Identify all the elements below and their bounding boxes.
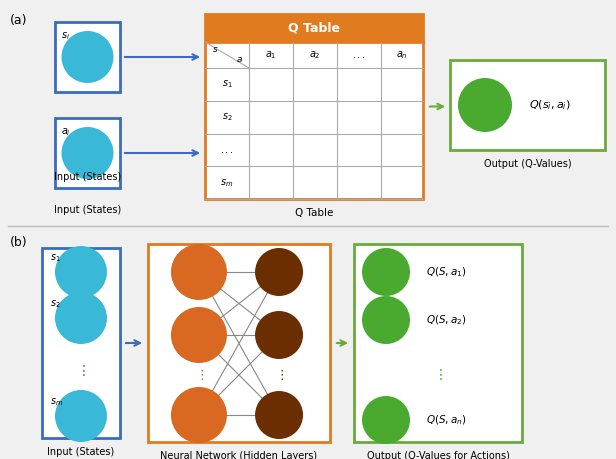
Circle shape (255, 248, 303, 296)
Text: $s_1$: $s_1$ (222, 78, 232, 90)
Text: $\vdots$: $\vdots$ (433, 368, 443, 382)
Text: $a_i$: $a_i$ (61, 126, 71, 138)
Text: $s_i$: $s_i$ (61, 30, 70, 42)
Circle shape (171, 244, 227, 300)
Bar (148, 244, 330, 442)
Circle shape (171, 307, 227, 363)
Circle shape (171, 387, 227, 443)
Text: $Q(s_i, a_i)$: $Q(s_i, a_i)$ (529, 98, 571, 112)
Circle shape (62, 31, 113, 83)
Bar (205, 42, 423, 199)
Bar (354, 244, 522, 442)
Text: Output (Q-Values for Actions): Output (Q-Values for Actions) (367, 451, 509, 459)
Text: $a_n$: $a_n$ (396, 49, 408, 61)
Text: (a): (a) (10, 14, 28, 27)
Text: $s_2$: $s_2$ (50, 298, 60, 310)
Text: $s_m$: $s_m$ (50, 396, 63, 408)
Text: $\vdots$: $\vdots$ (275, 368, 283, 382)
Circle shape (55, 246, 107, 298)
Text: $a_1$: $a_1$ (265, 49, 277, 61)
Text: Output (Q-Values): Output (Q-Values) (484, 159, 571, 169)
Text: $Q(S, a_n)$: $Q(S, a_n)$ (426, 413, 466, 427)
Bar (55, 118, 120, 188)
Text: $\vdots$: $\vdots$ (195, 368, 203, 382)
Text: $s_m$: $s_m$ (221, 177, 233, 189)
Text: $s$: $s$ (212, 45, 218, 55)
Circle shape (362, 248, 410, 296)
Text: $...$: $...$ (352, 50, 366, 60)
Text: $Q(S, a_1)$: $Q(S, a_1)$ (426, 265, 466, 279)
Text: Q Table: Q Table (295, 208, 333, 218)
Text: Q Table: Q Table (288, 22, 340, 34)
Bar (42, 248, 120, 438)
Circle shape (55, 292, 107, 344)
Circle shape (362, 296, 410, 344)
Text: Input (States): Input (States) (54, 205, 121, 215)
Bar (450, 60, 605, 150)
Circle shape (55, 390, 107, 442)
Text: $a_2$: $a_2$ (309, 49, 321, 61)
Bar (205, 14, 423, 42)
Text: Input (States): Input (States) (47, 447, 115, 457)
Text: $a$: $a$ (235, 56, 243, 65)
Text: Input (States): Input (States) (54, 172, 121, 182)
Text: $Q(S, a_2)$: $Q(S, a_2)$ (426, 313, 466, 327)
Bar (55, 22, 120, 92)
Circle shape (255, 391, 303, 439)
Circle shape (458, 78, 512, 132)
Circle shape (362, 396, 410, 444)
Circle shape (62, 127, 113, 179)
Text: Neural Network (Hidden Layers): Neural Network (Hidden Layers) (160, 451, 318, 459)
Text: $s_1$: $s_1$ (50, 252, 61, 264)
Text: (b): (b) (10, 236, 28, 249)
Text: $s_2$: $s_2$ (222, 111, 232, 123)
Text: $...$: $...$ (220, 145, 234, 155)
Text: $\vdots$: $\vdots$ (76, 363, 86, 377)
Circle shape (255, 311, 303, 359)
